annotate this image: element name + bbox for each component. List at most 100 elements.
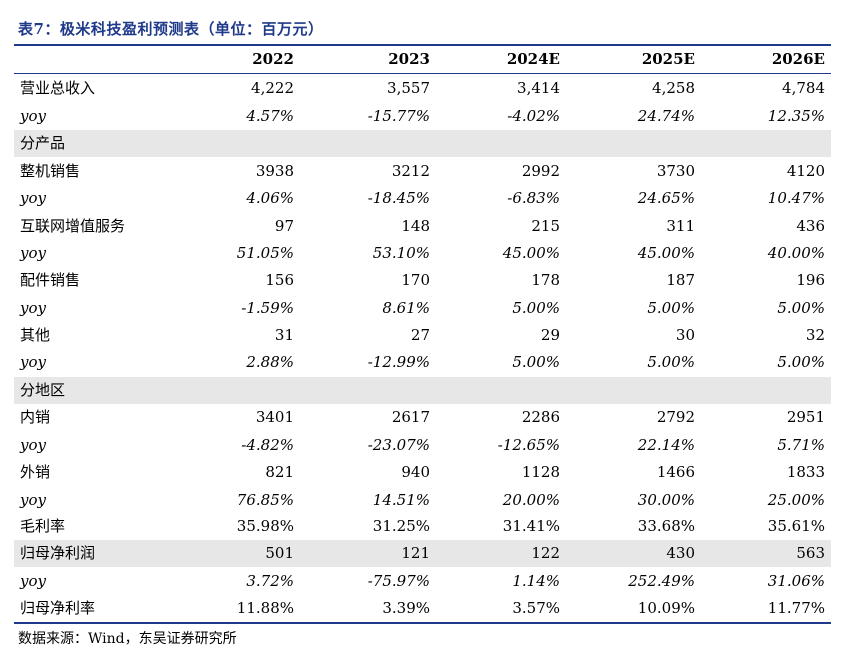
row-label: yoy <box>20 189 46 207</box>
row-label: yoy <box>20 107 46 125</box>
cell-2026e: 5.71% <box>777 436 825 454</box>
cell-2025e: 5.00% <box>647 299 695 317</box>
col-header-2024e: 2024E <box>506 50 560 68</box>
cell-2026e: 35.61% <box>767 517 825 535</box>
cell-2025e: 4,258 <box>652 79 695 97</box>
cell-2023: 27 <box>410 326 430 344</box>
cell-2022: 821 <box>265 463 294 481</box>
cell-2026e: 2951 <box>786 408 825 426</box>
cell-2025e: 24.65% <box>637 189 695 207</box>
cell-2024e: 1.14% <box>512 572 560 590</box>
cell-2025e: 33.68% <box>637 517 695 535</box>
cell-2022: 31 <box>274 326 294 344</box>
cell-2025e: 187 <box>666 271 695 289</box>
table-row: 互联网增值服务 97 148 215 311 436 <box>14 213 831 240</box>
cell-2024e: 5.00% <box>512 353 560 371</box>
cell-2023: 3.39% <box>382 599 430 617</box>
cell-2026e: 31.06% <box>767 572 825 590</box>
cell-2024e: 29 <box>540 326 560 344</box>
cell-2023 <box>290 377 430 404</box>
cell-2024e: -12.65% <box>497 436 560 454</box>
cell-2025e: 10.09% <box>637 599 695 617</box>
cell-2024e: 31.41% <box>502 517 560 535</box>
table-row: yoy 2.88% -12.99% 5.00% 5.00% 5.00% <box>14 349 831 376</box>
cell-2024e: 20.00% <box>502 491 560 509</box>
cell-2025e: 311 <box>666 217 695 235</box>
row-label: 互联网增值服务 <box>20 217 126 235</box>
cell-2026e: 40.00% <box>767 244 825 262</box>
cell-2025e: 22.14% <box>637 436 695 454</box>
cell-2025e: 252.49% <box>628 572 695 590</box>
top-rule <box>14 44 831 46</box>
cell-2025e: 2792 <box>656 408 695 426</box>
cell-2023: 3212 <box>391 162 430 180</box>
cell-2022: -1.59% <box>241 299 294 317</box>
cell-2023: -18.45% <box>367 189 430 207</box>
cell-2022: 97 <box>274 217 294 235</box>
cell-2024e: 3,414 <box>517 79 560 97</box>
cell-2023 <box>290 130 430 157</box>
col-header-2023: 2023 <box>388 50 430 68</box>
cell-2022: 2.88% <box>246 353 294 371</box>
table-row: 归母净利率 11.88% 3.39% 3.57% 10.09% 11.77% <box>14 595 831 622</box>
row-label: yoy <box>20 353 46 371</box>
cell-2025e <box>555 377 695 404</box>
cell-2024e: 122 <box>531 544 560 562</box>
row-label: yoy <box>20 436 46 454</box>
cell-2024e <box>420 130 560 157</box>
row-label: yoy <box>20 299 46 317</box>
cell-2022 <box>154 130 294 157</box>
cell-2023: -75.97% <box>367 572 430 590</box>
table-title: 表7：极米科技盈利预测表（单位：百万元） <box>18 20 324 38</box>
cell-2023: -23.07% <box>367 436 430 454</box>
table-row: yoy 4.06% -18.45% -6.83% 24.65% 10.47% <box>14 185 831 212</box>
table-row: 内销 3401 2617 2286 2792 2951 <box>14 404 831 431</box>
cell-2024e: 45.00% <box>502 244 560 262</box>
table-row: 配件销售 156 170 178 187 196 <box>14 267 831 294</box>
cell-2025e: 3730 <box>656 162 695 180</box>
cell-2026e: 11.77% <box>767 599 825 617</box>
cell-2026e: 196 <box>796 271 825 289</box>
row-label: yoy <box>20 244 46 262</box>
row-label: 内销 <box>20 408 51 426</box>
cell-2023: 940 <box>401 463 430 481</box>
cell-2022: 3401 <box>255 408 294 426</box>
col-header-2022: 2022 <box>252 50 294 68</box>
cell-2023: -15.77% <box>367 107 430 125</box>
cell-2022: -4.82% <box>241 436 294 454</box>
cell-2026e: 436 <box>796 217 825 235</box>
cell-2026e: 32 <box>805 326 825 344</box>
cell-2023: 170 <box>401 271 430 289</box>
row-label: 归母净利率 <box>20 599 96 617</box>
table-row: yoy -1.59% 8.61% 5.00% 5.00% 5.00% <box>14 295 831 322</box>
row-label: 毛利率 <box>20 517 66 535</box>
row-label: yoy <box>20 491 46 509</box>
table-row: 毛利率 35.98% 31.25% 31.41% 33.68% 35.61% <box>14 513 831 540</box>
cell-2023: 121 <box>401 544 430 562</box>
row-label: 外销 <box>20 463 51 481</box>
row-label: 分地区 <box>20 381 66 399</box>
row-label: 整机销售 <box>20 162 81 180</box>
table-row: 分地区 <box>14 377 831 404</box>
data-source: 数据来源：Wind，东吴证券研究所 <box>18 631 237 647</box>
cell-2023: 14.51% <box>372 491 430 509</box>
cell-2025e: 1466 <box>656 463 695 481</box>
cell-2022: 4.06% <box>246 189 294 207</box>
cell-2022: 3.72% <box>246 572 294 590</box>
cell-2023: 3,557 <box>387 79 430 97</box>
cell-2026e: 563 <box>796 544 825 562</box>
cell-2022 <box>154 377 294 404</box>
cell-2022: 51.05% <box>236 244 294 262</box>
table-row: yoy 3.72% -75.97% 1.14% 252.49% 31.06% <box>14 568 831 595</box>
cell-2025e: 24.74% <box>637 107 695 125</box>
cell-2026e: 25.00% <box>767 491 825 509</box>
cell-2025e: 430 <box>666 544 695 562</box>
cell-2026e: 10.47% <box>767 189 825 207</box>
col-header-2025e: 2025E <box>641 50 695 68</box>
cell-2022: 35.98% <box>236 517 294 535</box>
cell-2026e: 1833 <box>786 463 825 481</box>
cell-2024e: 215 <box>531 217 560 235</box>
header-rule <box>14 73 831 74</box>
row-label: 营业总收入 <box>20 79 96 97</box>
cell-2024e: 178 <box>531 271 560 289</box>
